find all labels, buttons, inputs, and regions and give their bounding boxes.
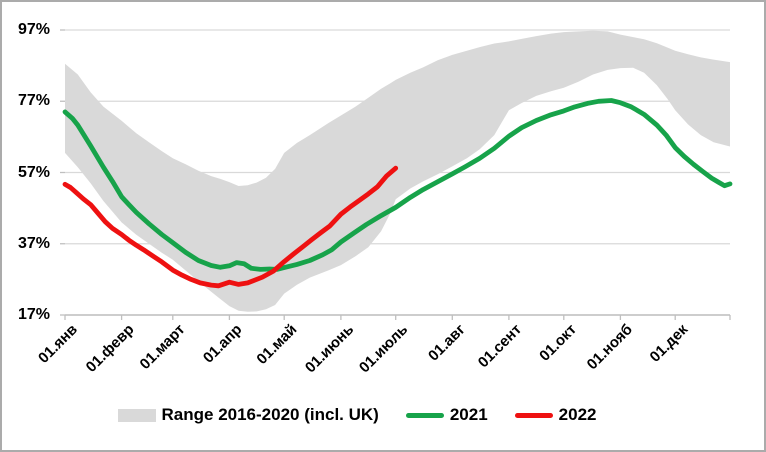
y-axis-label: 77%	[17, 92, 50, 110]
series-2022-swatch	[514, 412, 553, 418]
legend-label-range: Range 2016-2020 (incl. UK)	[161, 405, 379, 424]
y-axis-label: 17%	[17, 306, 50, 323]
legend-label-2022: 2022	[558, 405, 597, 424]
legend-item-range: Range 2016-2020 (incl. UK)	[117, 405, 379, 425]
y-axis-label: 37%	[17, 234, 50, 252]
y-axis-label: 97%	[17, 21, 50, 38]
legend-label-2021: 2021	[449, 405, 488, 424]
legend: Range 2016-2020 (incl. UK) 2021 2022	[2, 405, 738, 425]
range-band-swatch	[117, 408, 156, 422]
series-2021-swatch	[405, 412, 444, 418]
y-axis-label: 57%	[17, 163, 50, 181]
legend-item-2022: 2022	[514, 405, 597, 425]
legend-item-2021: 2021	[405, 405, 488, 425]
